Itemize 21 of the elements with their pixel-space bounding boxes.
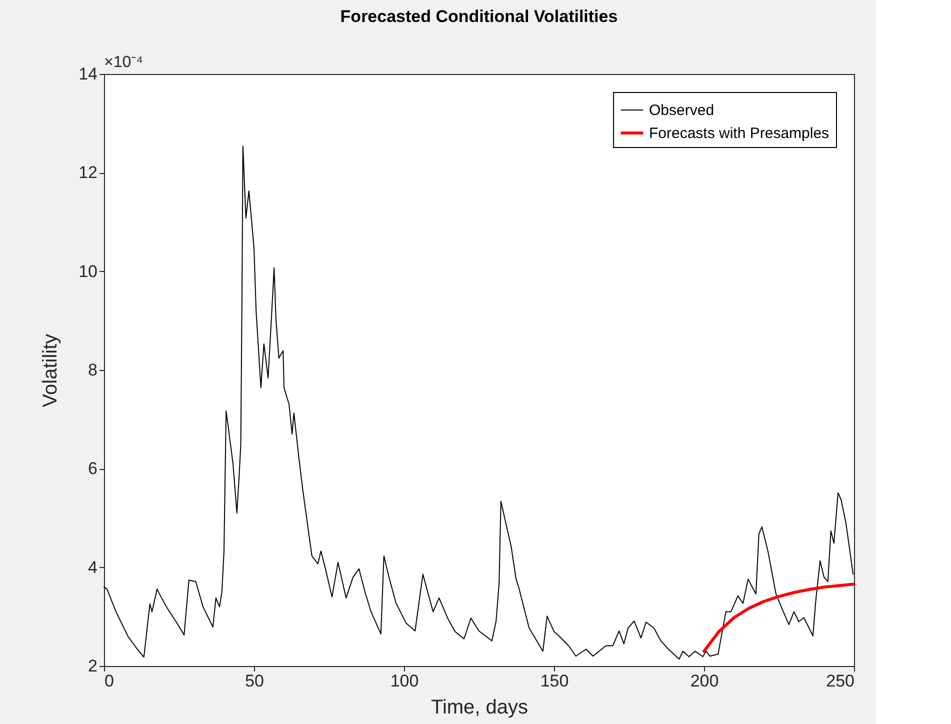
- y-tick-label: 4: [88, 558, 98, 577]
- y-tick-label: 14: [78, 64, 98, 84]
- legend-label: Forecasts with Presamples: [649, 125, 830, 142]
- y-tick-label: 8: [88, 360, 98, 380]
- x-axis-title: Time, days: [430, 696, 528, 718]
- legend-label: Observed: [649, 102, 714, 119]
- y-tick-label: 12: [78, 163, 98, 182]
- chart-title: Forecasted Conditional Volatilities: [340, 7, 618, 26]
- y-tick-label: 2: [88, 656, 98, 676]
- x-tick-label: 200: [690, 672, 719, 690]
- x-tick-label: 250: [826, 672, 854, 690]
- x-tick-label: 100: [390, 672, 419, 690]
- x-tick-label: 0: [104, 672, 114, 690]
- x-tick-label: 50: [245, 672, 264, 690]
- y-axis-title: Volatility: [40, 334, 62, 408]
- x-tick-label: 150: [540, 672, 569, 690]
- line-series: [702, 582, 856, 653]
- y-tick-label: 10: [78, 262, 98, 281]
- line-series: [104, 146, 854, 660]
- y-tick-label: 6: [88, 459, 98, 478]
- text: ×10⁻⁴: [104, 54, 144, 71]
